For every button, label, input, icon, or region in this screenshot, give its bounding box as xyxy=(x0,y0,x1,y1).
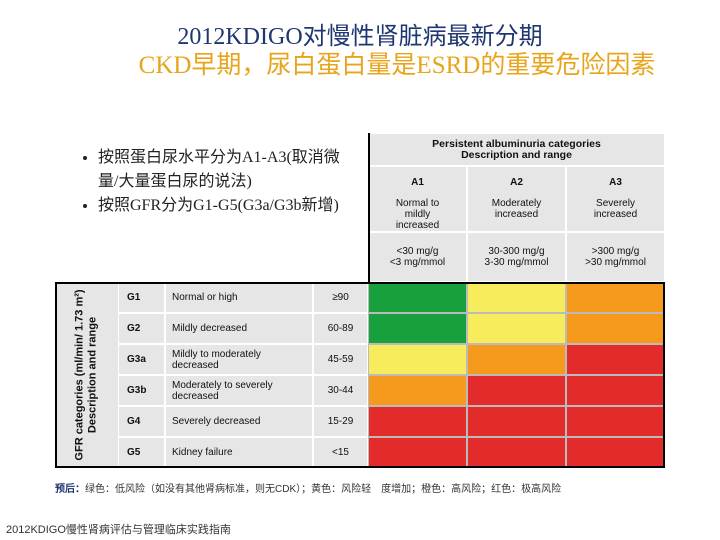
code: G4 xyxy=(127,416,141,427)
footer: 2012KDIGO慢性肾病评估与管理临床实践指南 xyxy=(6,524,231,536)
category-code: A2 xyxy=(510,177,523,188)
gfr-code: G4 xyxy=(118,406,165,437)
text-line: 3-30 mg/mmol xyxy=(484,257,549,268)
risk-cell xyxy=(566,375,665,406)
risk-cell xyxy=(566,344,665,375)
risk-cell xyxy=(368,406,467,437)
bullet: 按照GFR分为G1-G5(G3a/G3b新增) xyxy=(98,194,340,218)
border xyxy=(368,133,370,282)
risk-cell xyxy=(467,437,566,468)
desc: Moderately to severely decreased xyxy=(172,379,273,402)
risk-cell xyxy=(467,406,566,437)
text-line: mildly xyxy=(404,209,431,220)
desc: Normal or high xyxy=(172,292,238,303)
risk-cell xyxy=(467,313,566,344)
gfr-description: Moderately to severely decreased xyxy=(165,375,313,406)
gfr-description: Severely decreased xyxy=(165,406,313,437)
range: ≥90 xyxy=(332,292,349,303)
gfr-code: G1 xyxy=(118,282,165,313)
gfr-code: G2 xyxy=(118,313,165,344)
gfr-code: G3a xyxy=(118,344,165,375)
text-line: Persistent albuminuria categories xyxy=(432,137,601,150)
albuminuria-category: A3 Severely increased xyxy=(566,166,665,232)
code: G3a xyxy=(127,354,146,365)
text-line: >300 mg/g xyxy=(591,246,640,257)
albuminuria-header: Persistent albuminuria categories Descrip… xyxy=(368,133,665,166)
risk-cell xyxy=(368,282,467,313)
code: G3b xyxy=(127,385,147,396)
range: 45-59 xyxy=(327,354,354,365)
gfr-axis-label: GFR categories (ml/min/ 1.73 m²) Descript… xyxy=(55,282,118,468)
text-line: Moderately xyxy=(491,198,542,209)
risk-cell xyxy=(566,313,665,344)
text-line: increased xyxy=(395,220,440,231)
albuminuria-category: A2 Moderately increased xyxy=(467,166,566,232)
risk-cell xyxy=(368,344,467,375)
text-line: <30 mg/g xyxy=(396,246,439,257)
text-line: Severely xyxy=(596,198,635,209)
border xyxy=(55,282,665,468)
note: 预后：绿色：低风险（如没有其他肾病标准，则无CDK）；黄色：风险轻 度增加；橙色… xyxy=(55,480,695,495)
risk-cell xyxy=(566,406,665,437)
risk-cell xyxy=(368,375,467,406)
risk-cell xyxy=(368,313,467,344)
category-code: A3 xyxy=(609,177,622,188)
range: 15-29 xyxy=(327,416,354,427)
text-line: 30-300 mg/g xyxy=(488,246,545,257)
bullet: 按照蛋白尿水平分为A1-A3(取消微量/大量蛋白尿的说法) xyxy=(98,146,340,194)
range: 60-89 xyxy=(327,323,354,334)
range: 30-44 xyxy=(327,385,354,396)
risk-cell xyxy=(566,437,665,468)
gfr-range: 60-89 xyxy=(313,313,368,344)
risk-cell xyxy=(368,437,467,468)
gfr-range: <15 xyxy=(313,437,368,468)
code: G5 xyxy=(127,447,141,458)
range: <15 xyxy=(332,447,349,458)
text-line: increased xyxy=(593,209,638,220)
albuminuria-category: A1 Normal to mildly increased xyxy=(368,166,467,232)
desc: Kidney failure xyxy=(172,447,233,458)
note-text: 绿色：低风险（如没有其他肾病标准，则无CDK）；黄色：风险轻 度增加；橙色：高风… xyxy=(85,484,562,495)
gfr-code: G3b xyxy=(118,375,165,406)
text-line: <3 mg/mmol xyxy=(389,257,446,268)
gfr-range: 15-29 xyxy=(313,406,368,437)
desc: Mildly to moderately decreased xyxy=(172,348,261,371)
code: G2 xyxy=(127,323,141,334)
text-line: >30 mg/mmol xyxy=(585,257,646,268)
category-code: A1 xyxy=(411,177,424,188)
albuminuria-range: >300 mg/g >30 mg/mmol xyxy=(566,232,665,282)
risk-cell xyxy=(467,344,566,375)
risk-cell xyxy=(467,375,566,406)
text-line: increased xyxy=(494,209,539,220)
code: G1 xyxy=(127,292,141,303)
text-line: Description and range xyxy=(461,148,572,161)
desc: Mildly decreased xyxy=(172,323,248,334)
gfr-range: 30-44 xyxy=(313,375,368,406)
albuminuria-range: 30-300 mg/g 3-30 mg/mmol xyxy=(467,232,566,282)
gfr-code: G5 xyxy=(118,437,165,468)
bullet-list: 按照蛋白尿水平分为A1-A3(取消微量/大量蛋白尿的说法)按照GFR分为G1-G… xyxy=(72,146,340,218)
text-line: Normal to xyxy=(395,198,440,209)
albuminuria-range: <30 mg/g <3 mg/mmol xyxy=(368,232,467,282)
gfr-description: Mildly decreased xyxy=(165,313,313,344)
note-label: 预后： xyxy=(55,484,85,495)
subtitle: CKD早期，尿白蛋白量是ESRD的重要危险因素 xyxy=(138,52,656,79)
risk-cell xyxy=(566,282,665,313)
desc: Severely decreased xyxy=(172,416,261,427)
gfr-range: 45-59 xyxy=(313,344,368,375)
gfr-description: Mildly to moderately decreased xyxy=(165,344,313,375)
risk-cell xyxy=(467,282,566,313)
title: 2012KDIGO对慢性肾脏病最新分期 xyxy=(177,24,543,50)
